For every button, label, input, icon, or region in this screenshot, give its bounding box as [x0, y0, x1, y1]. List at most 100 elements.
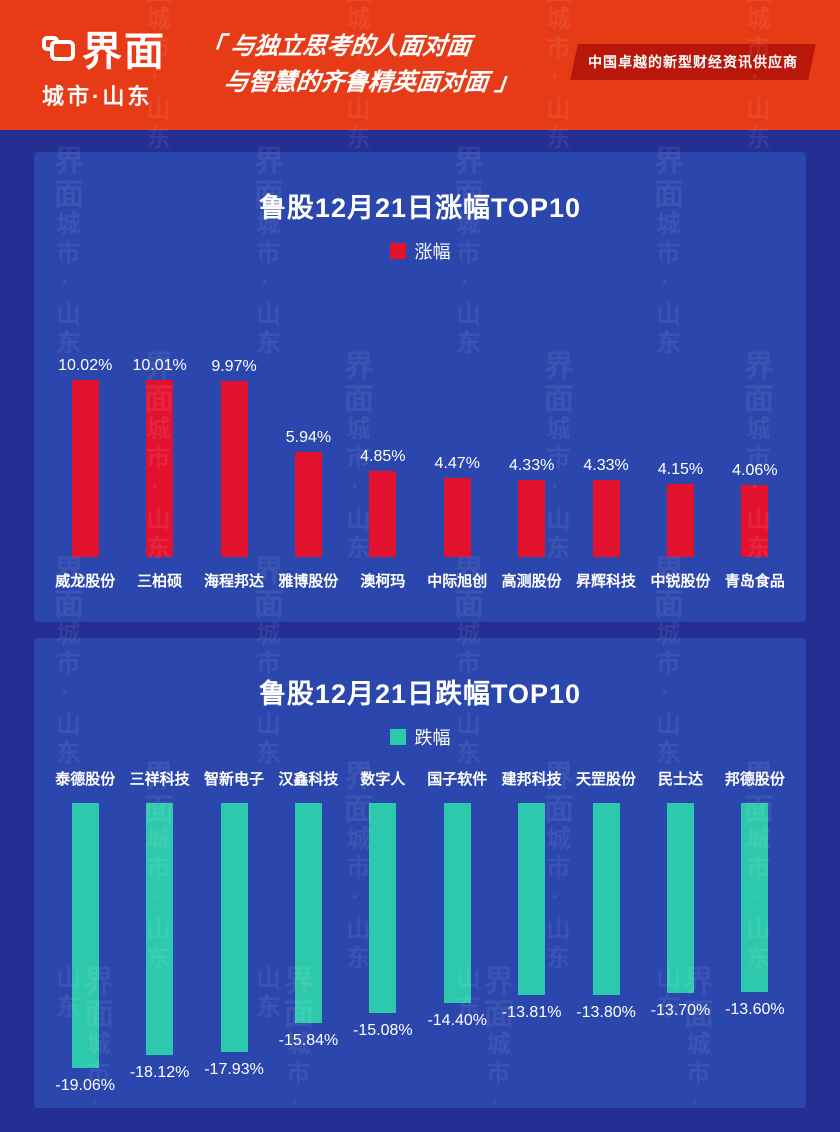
- logo-subtext: 城市·山东: [42, 84, 153, 109]
- bar-column: 天罡股份 -13.80%: [569, 768, 643, 1095]
- bar: [592, 480, 620, 557]
- bar: [220, 803, 248, 1053]
- bar-category-label: 中际旭创: [427, 573, 488, 590]
- bar: [369, 803, 397, 1013]
- bar-column: 数字人 -15.08%: [346, 768, 420, 1095]
- bar-category-label: 数字人: [360, 771, 406, 788]
- bar: [220, 380, 248, 557]
- bar: [741, 803, 769, 993]
- bar: [146, 803, 174, 1055]
- bar-category-label: 三柏硕: [137, 573, 183, 590]
- bar-column: 5.94% 雅博股份: [271, 294, 345, 590]
- bar: [666, 803, 694, 994]
- bar-category-label: 建邦科技: [501, 771, 562, 788]
- bar-category-label: 邦德股份: [724, 771, 785, 788]
- bar-value-label: -13.60%: [725, 1001, 785, 1019]
- bar: [294, 451, 322, 557]
- bar: [518, 480, 546, 557]
- bar: [369, 471, 397, 557]
- bar-value-label: 4.85%: [360, 448, 406, 466]
- bar-category-label: 雅博股份: [278, 573, 339, 590]
- gainers-legend-swatch: [389, 243, 406, 259]
- gainers-panel: 鲁股12月21日涨幅TOP10 涨幅 10.02% 威龙股份 10.01% 三柏硕 9.…: [34, 152, 806, 622]
- gainers-bar-chart: 10.02% 威龙股份 10.01% 三柏硕 9.97% 海程邦达 5.94% 雅博股份 4.8…: [34, 294, 806, 590]
- bar: [146, 379, 174, 557]
- bar-value-label: -13.80%: [576, 1003, 636, 1021]
- bar: [71, 379, 99, 557]
- bar-category-label: 智新电子: [204, 771, 265, 788]
- bar-category-label: 天罡股份: [576, 771, 637, 788]
- bar-value-label: -13.81%: [501, 1003, 562, 1021]
- losers-legend-label: 跌幅: [414, 728, 451, 748]
- bar-column: 10.02% 威龙股份: [48, 294, 122, 590]
- bar-category-label: 威龙股份: [55, 573, 116, 590]
- bar-category-label: 高测股份: [501, 573, 562, 590]
- bar-value-label: 4.15%: [657, 460, 704, 478]
- bar-value-label: 9.97%: [211, 357, 257, 375]
- bar-column: 10.01% 三柏硕: [122, 294, 196, 590]
- bar-value-label: 10.02%: [58, 356, 113, 374]
- bar-value-label: 4.33%: [583, 457, 629, 475]
- bar-category-label: 民士达: [657, 771, 703, 788]
- bar: [518, 803, 546, 995]
- logo-top: 界面: [42, 19, 166, 77]
- bar-column: 三祥科技 -18.12%: [122, 768, 196, 1095]
- quote-line-1: 「 与独立思考的人面对面: [198, 33, 473, 60]
- bar: [741, 485, 769, 557]
- bar-value-label: -19.06%: [55, 1076, 115, 1094]
- bar-column: 泰德股份 -19.06%: [48, 768, 122, 1095]
- bar-category-label: 汉鑫科技: [278, 771, 339, 788]
- header-badge: 中国卓越的新型财经资讯供应商: [570, 44, 816, 80]
- bar-column: 9.97% 海程邦达: [197, 294, 271, 590]
- losers-title: 鲁股12月21日跌幅TOP10: [258, 679, 582, 709]
- jiemian-logo-mark-icon: [42, 35, 75, 61]
- bar-category-label: 中锐股份: [650, 573, 711, 590]
- bar-category-label: 三祥科技: [129, 771, 190, 788]
- bar-column: 建邦科技 -13.81%: [494, 768, 568, 1095]
- bar-value-label: -14.40%: [427, 1012, 488, 1030]
- bar: [443, 477, 471, 557]
- bar-value-label: 4.47%: [434, 454, 480, 472]
- bar-column: 智新电子 -17.93%: [197, 768, 271, 1095]
- bar: [71, 803, 99, 1068]
- bar-column: 4.15% 中锐股份: [643, 294, 717, 590]
- bar-value-label: -15.08%: [353, 1021, 413, 1039]
- bar-category-label: 国子软件: [427, 771, 488, 788]
- bar-category-label: 泰德股份: [55, 771, 116, 788]
- bar-column: 国子软件 -14.40%: [420, 768, 494, 1095]
- header-banner: 界面 城市·山东 「 与独立思考的人面对面 与智慧的齐鲁精英面对面 」 中国卓越…: [0, 0, 840, 130]
- bar: [666, 483, 694, 557]
- losers-legend-swatch: [389, 729, 406, 745]
- bar-column: 民士达 -13.70%: [643, 768, 717, 1095]
- bar-value-label: 5.94%: [285, 428, 332, 446]
- logo-text: 界面: [82, 30, 166, 74]
- bar-category-label: 海程邦达: [204, 573, 265, 590]
- gainers-title: 鲁股12月21日涨幅TOP10: [258, 193, 582, 223]
- losers-bar-chart: 泰德股份 -19.06% 三祥科技 -18.12% 智新电子 -17.93% 汉鑫科技 -15…: [34, 768, 806, 1095]
- bar-value-label: -18.12%: [129, 1063, 190, 1081]
- bar-column: 4.47% 中际旭创: [420, 294, 494, 590]
- header-quote: 「 与独立思考的人面对面 与智慧的齐鲁精英面对面 」: [194, 29, 524, 101]
- bar-column: 邦德股份 -13.60%: [718, 768, 792, 1095]
- losers-legend: 跌幅: [34, 724, 806, 750]
- quote-line-2: 与智慧的齐鲁精英面对面 」: [222, 69, 521, 96]
- bar-category-label: 昇辉科技: [576, 573, 637, 590]
- bar: [294, 803, 322, 1024]
- bar-value-label: 10.01%: [132, 356, 187, 374]
- bar-value-label: 4.33%: [508, 457, 555, 475]
- bar-value-label: -17.93%: [204, 1061, 264, 1079]
- bar-value-label: -13.70%: [650, 1002, 711, 1020]
- bar: [443, 803, 471, 1004]
- bar-column: 4.06% 青岛食品: [718, 294, 792, 590]
- bar-column: 4.33% 昇辉科技: [569, 294, 643, 590]
- bar: [592, 803, 620, 995]
- gainers-legend: 涨幅: [34, 238, 806, 264]
- losers-panel: 鲁股12月21日跌幅TOP10 跌幅 泰德股份 -19.06% 三祥科技 -18.12…: [34, 638, 806, 1108]
- bar-column: 4.85% 澳柯玛: [346, 294, 420, 590]
- bar-category-label: 青岛食品: [724, 573, 785, 590]
- bar-value-label: -15.84%: [278, 1032, 339, 1050]
- badge-text: 中国卓越的新型财经资讯供应商: [588, 54, 798, 70]
- gainers-legend-label: 涨幅: [414, 242, 451, 262]
- bar-column: 汉鑫科技 -15.84%: [271, 768, 345, 1095]
